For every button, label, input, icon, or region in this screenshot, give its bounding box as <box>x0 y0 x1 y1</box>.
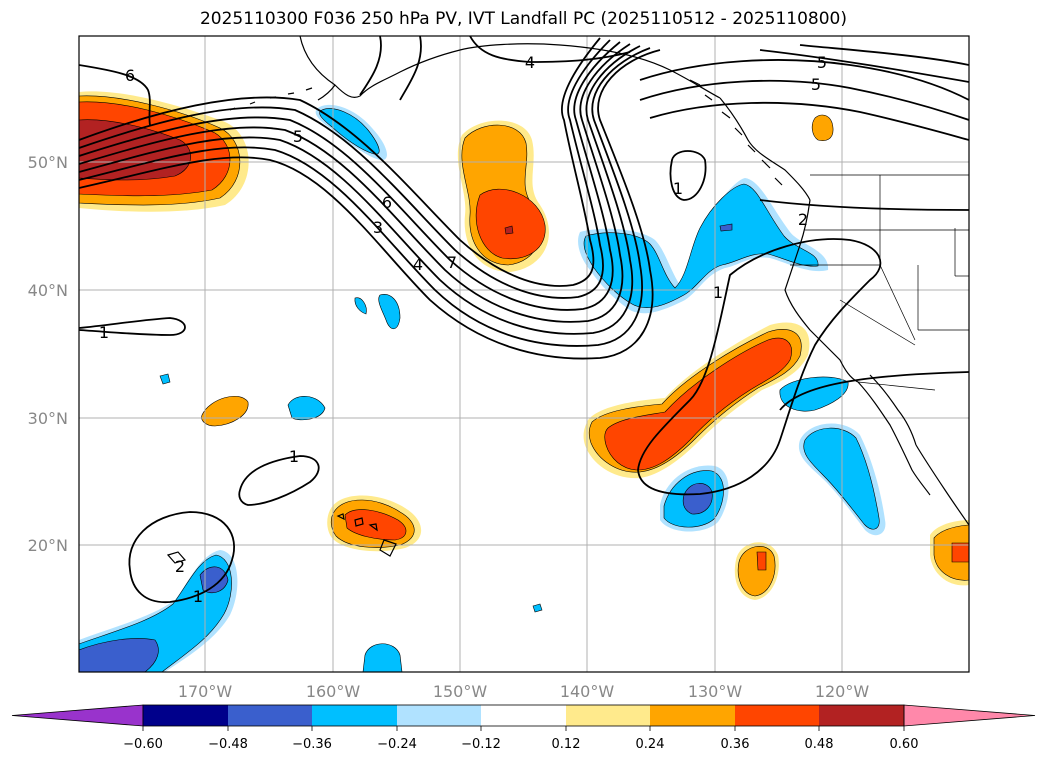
gridlines <box>79 36 969 672</box>
contour-label: 1 <box>713 283 723 302</box>
ivt-negative-small1 <box>287 396 326 421</box>
contour-label: 1 <box>99 323 109 342</box>
ivt-negative-small3 <box>354 297 367 315</box>
contour-label: 1 <box>289 447 299 466</box>
contour-label: 5 <box>293 127 303 146</box>
lat-labels: 50°N 40°N 30°N 20°N <box>28 153 68 555</box>
lat-label: 50°N <box>28 153 68 172</box>
colorbar-tick-label: 0.48 <box>805 737 834 752</box>
contour-label: 6 <box>382 193 392 212</box>
contour-label: 2 <box>798 210 808 229</box>
colorbar-tick-label: 0.36 <box>721 737 750 752</box>
colorbar-tick-label: −0.60 <box>123 737 163 752</box>
ivt-negative-22n <box>660 465 729 532</box>
pv-contours <box>79 36 969 603</box>
colorbar: −0.60 −0.48 −0.36 −0.24 −0.12 0.12 0.24 … <box>11 704 1036 752</box>
ivt-positive-hawaii <box>327 495 422 552</box>
ivt-positive-blob-ne <box>811 114 834 141</box>
colorbar-segment <box>228 705 312 726</box>
contour-label: 2 <box>175 557 185 576</box>
lon-label: 120°W <box>815 682 870 701</box>
colorbar-tick-label: 0.24 <box>636 737 665 752</box>
colorbar-segment <box>481 705 566 726</box>
colorbar-segment <box>312 705 397 726</box>
ivt-negative-small4 <box>159 373 171 385</box>
ivt-positive-right <box>930 520 969 586</box>
colorbar-segment <box>566 705 650 726</box>
ivt-positive-central <box>457 120 549 272</box>
lon-labels: 170°W 160°W 150°W 140°W 130°W 120°W <box>178 682 870 701</box>
colorbar-segment <box>819 705 904 726</box>
ivt-positive-18n <box>734 542 779 600</box>
contour-label: 6 <box>125 66 135 85</box>
lon-label: 140°W <box>560 682 615 701</box>
colorbar-frame <box>142 704 905 727</box>
lat-label: 30°N <box>28 409 68 428</box>
map-frame <box>78 35 970 673</box>
contour-label: 5 <box>817 53 827 72</box>
ivt-negative-pnw <box>578 178 829 314</box>
map-panel: 6 5 4 6 5 3 6 4 7 1 2 1 1 1 2 1 5 <box>79 36 969 672</box>
lon-label: 130°W <box>688 682 743 701</box>
colorbar-segment <box>397 705 481 726</box>
state-borders <box>790 174 969 391</box>
map-title: 2025110300 F036 250 hPa PV, IVT Landfall… <box>199 9 847 29</box>
lon-label: 160°W <box>306 682 361 701</box>
pv-contour-labels: 6 5 4 6 5 3 6 4 7 1 2 1 1 1 2 1 5 <box>99 53 827 606</box>
colorbar-segment <box>143 705 228 726</box>
lat-label: 40°N <box>28 281 68 300</box>
colorbar-tick-label: −0.24 <box>377 737 417 752</box>
ivt-negative-small6 <box>362 643 403 672</box>
contour-label: 1 <box>673 179 683 198</box>
colorbar-tick-label: 0.60 <box>890 737 919 752</box>
colorbar-extend-right <box>903 704 1036 727</box>
ivt-positive-30n <box>201 395 249 427</box>
ivt-positive-ar <box>583 322 810 479</box>
ivt-negative-small5 <box>532 603 543 613</box>
coastlines <box>166 36 969 564</box>
contour-label: 7 <box>447 253 457 272</box>
contour-label: 1 <box>193 587 203 606</box>
colorbar-segment <box>650 705 735 726</box>
colorbar-extend-left <box>11 704 144 727</box>
lon-label: 150°W <box>433 682 488 701</box>
contour-label: 3 <box>373 218 383 237</box>
colorbar-tick-label: 0.12 <box>552 737 581 752</box>
contour-label: 4 <box>413 255 423 274</box>
contour-label: 4 <box>525 53 535 72</box>
colorbar-tick-label: −0.48 <box>208 737 248 752</box>
lat-label: 20°N <box>28 536 68 555</box>
colorbar-tick-label: −0.36 <box>292 737 332 752</box>
colorbar-tick-label: −0.12 <box>461 737 501 752</box>
ivt-negative-sw <box>79 550 238 672</box>
lon-label: 170°W <box>178 682 233 701</box>
contour-label: 5 <box>811 75 821 94</box>
colorbar-segment <box>735 705 819 726</box>
ivt-negative-small2 <box>378 294 401 330</box>
